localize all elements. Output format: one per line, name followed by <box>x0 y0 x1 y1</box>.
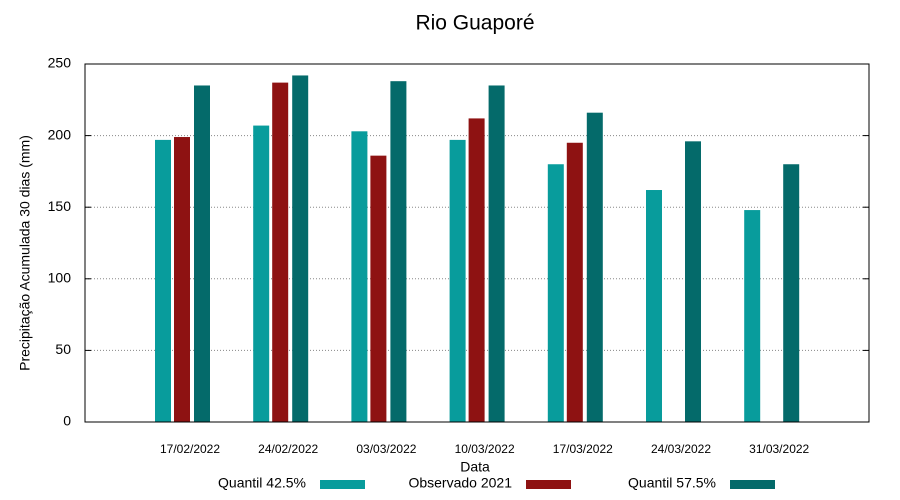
bar <box>646 190 662 422</box>
bar <box>586 112 603 423</box>
bar <box>566 142 583 422</box>
x-tick-label: 10/03/2022 <box>455 442 515 456</box>
bar <box>685 141 701 422</box>
bar <box>744 210 761 422</box>
bar <box>194 85 210 422</box>
x-tick-label: 24/03/2022 <box>651 442 711 456</box>
bar <box>390 81 407 423</box>
bar <box>547 164 564 423</box>
bar <box>351 131 368 422</box>
legend-swatch <box>320 480 365 489</box>
bar <box>292 75 309 423</box>
x-axis-label: Data <box>460 459 490 475</box>
bar <box>155 139 171 422</box>
y-tick-label: 0 <box>63 413 71 429</box>
bar <box>488 85 505 422</box>
bar <box>174 137 190 423</box>
x-tick-label: 17/03/2022 <box>553 442 613 456</box>
bar <box>783 164 800 423</box>
y-tick-label: 150 <box>48 198 72 214</box>
bar <box>449 139 466 422</box>
legend-swatch <box>526 480 571 489</box>
legend-swatch <box>730 480 775 489</box>
y-tick-label: 50 <box>55 341 71 357</box>
plot-frame <box>84 63 870 423</box>
y-tick-label: 100 <box>48 270 72 286</box>
bar <box>272 82 289 422</box>
bar <box>468 118 485 422</box>
x-tick-label: 31/03/2022 <box>749 442 809 456</box>
x-tick-label: 24/02/2022 <box>258 442 318 456</box>
legend-label: Observado 2021 <box>408 475 512 491</box>
bar <box>253 125 270 423</box>
chart-title: Rio Guaporé <box>415 12 534 35</box>
legend-label: Quantil 42.5% <box>218 475 306 491</box>
y-axis-label: Precipitação Acumulada 30 dias (mm) <box>17 135 33 371</box>
y-tick-label: 200 <box>48 126 72 142</box>
x-tick-label: 03/03/2022 <box>356 442 416 456</box>
bar <box>370 155 387 422</box>
x-tick-label: 17/02/2022 <box>160 442 220 456</box>
y-tick-label: 250 <box>48 55 72 71</box>
legend-label: Quantil 57.5% <box>628 475 716 491</box>
